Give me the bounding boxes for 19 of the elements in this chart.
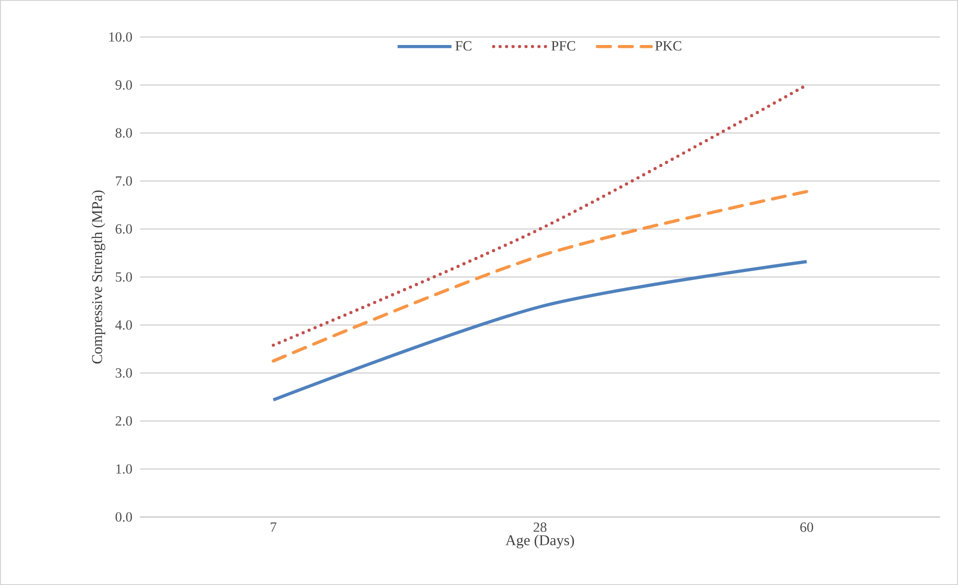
y-axis-title: Compressive Strength (MPa): [92, 190, 106, 364]
y-tick-label: 0.0: [116, 512, 132, 522]
y-tick-label: 3.0: [116, 368, 132, 378]
legend-label: PKC: [655, 41, 682, 51]
y-tick-label: 2.0: [116, 416, 132, 426]
x-tick-label: 7: [270, 522, 276, 532]
y-tick-label: 1.0: [116, 464, 132, 474]
y-tick-label: 7.0: [116, 176, 132, 186]
y-tick-label: 4.0: [115, 320, 132, 330]
y-tick-label: 6.0: [116, 224, 132, 234]
y-tick-label: 5.0: [116, 272, 132, 282]
legend-label: FC: [455, 41, 472, 51]
y-tick-label: 10.0: [109, 32, 132, 42]
x-tick-label: 28: [534, 522, 546, 532]
legend-label: PFC: [551, 41, 576, 51]
x-axis-title: Age (Days): [505, 534, 574, 548]
y-tick-label: 9.0: [116, 80, 132, 90]
y-tick-label: 8.0: [116, 128, 132, 138]
x-tick-label: 60: [800, 522, 814, 532]
